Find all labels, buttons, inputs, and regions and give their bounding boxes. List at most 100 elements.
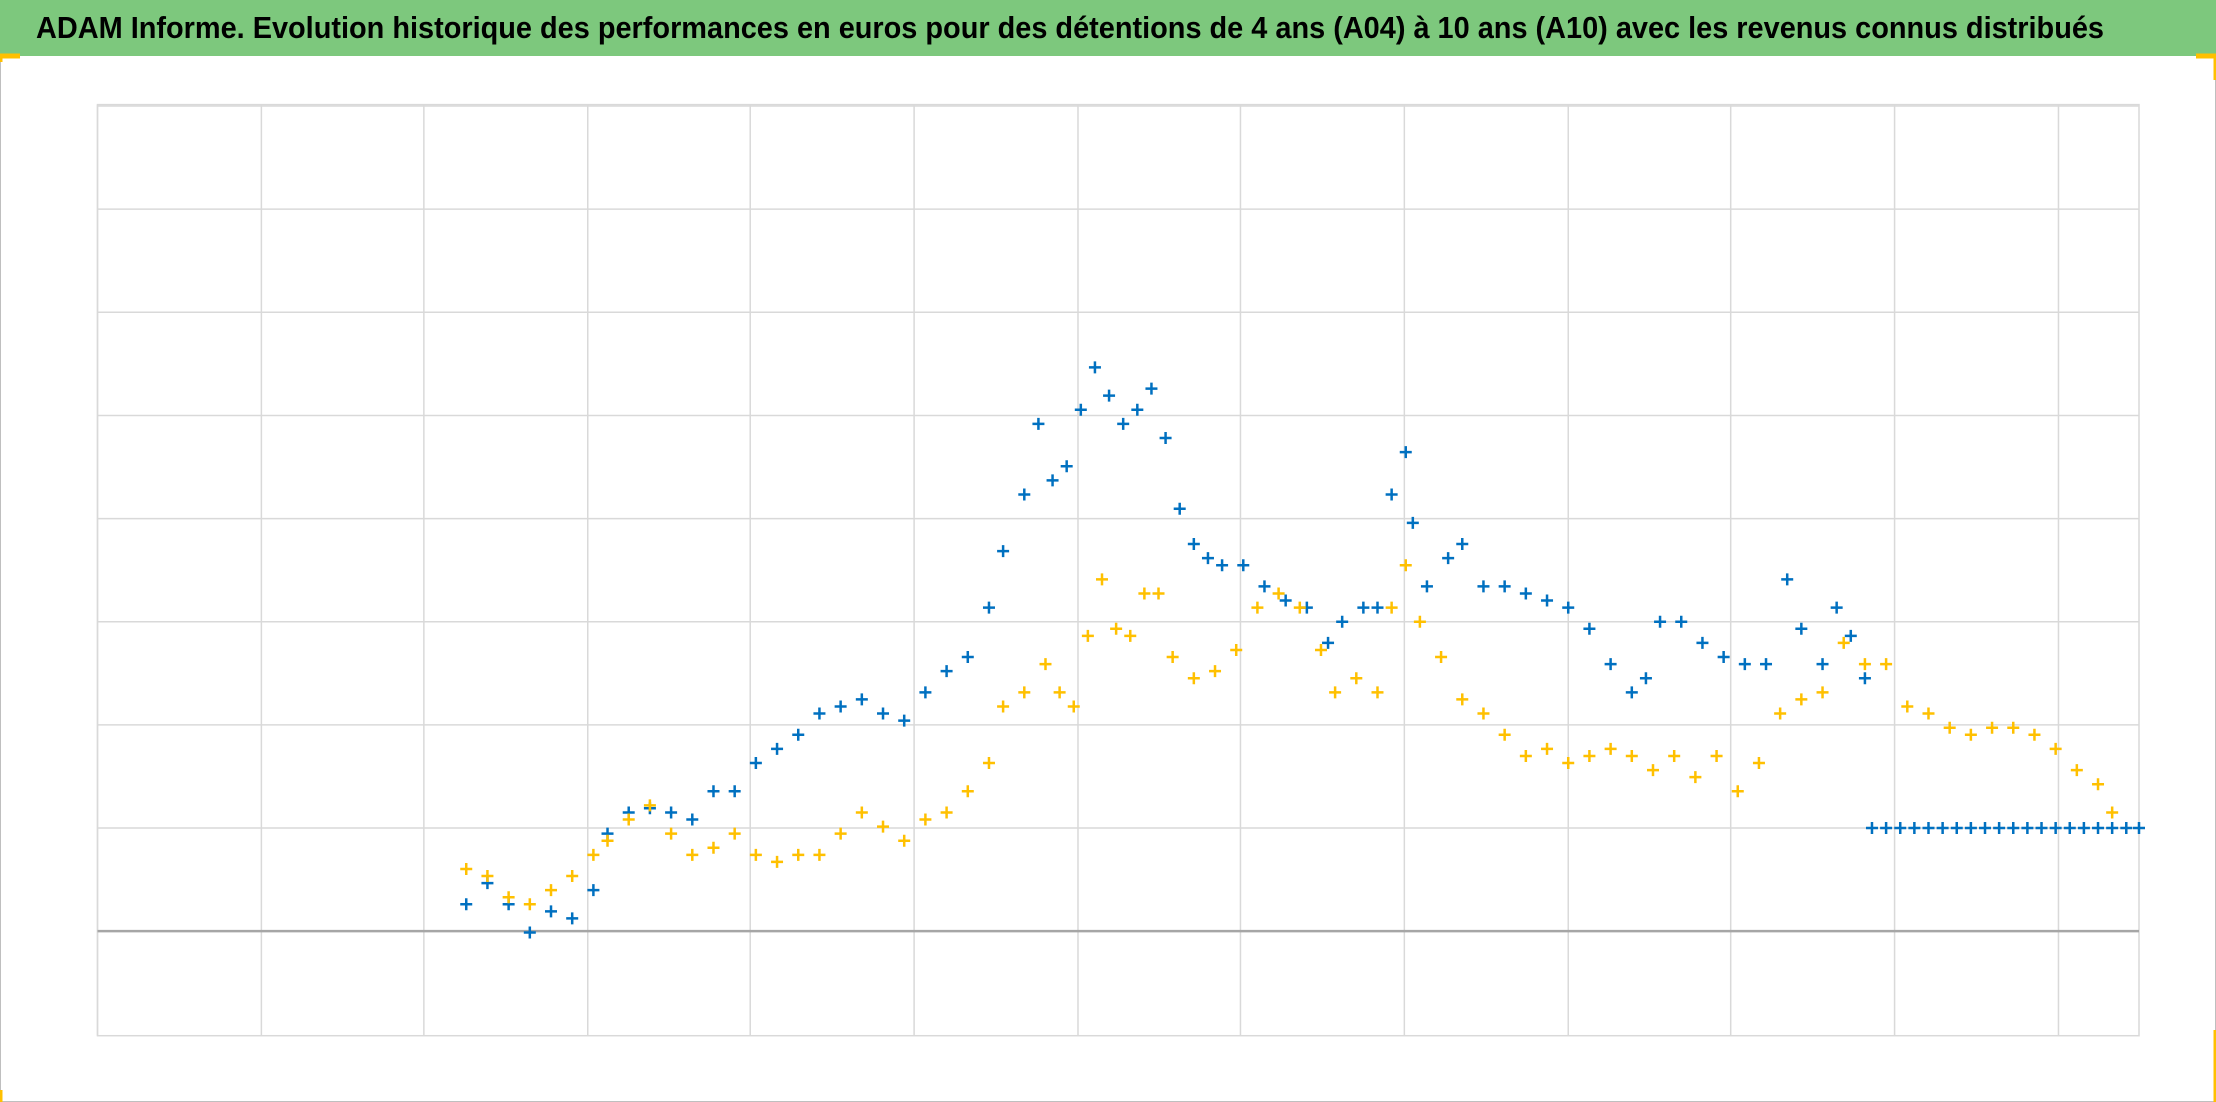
point: [1456, 693, 1469, 706]
point: [2049, 822, 2062, 835]
point: [2106, 822, 2119, 835]
point: [1067, 700, 1080, 713]
point: [2092, 778, 2105, 791]
point: [1964, 822, 1977, 835]
point: [2035, 822, 2048, 835]
point: [1018, 686, 1031, 699]
point: [1717, 651, 1730, 664]
point: [1456, 538, 1469, 551]
point: [1760, 658, 1773, 671]
point: [1350, 672, 1363, 685]
point: [1639, 672, 1652, 685]
point: [898, 714, 911, 727]
point: [1117, 417, 1130, 430]
point: [587, 848, 600, 861]
point: [877, 820, 890, 833]
point: [1357, 601, 1370, 614]
point: [1187, 538, 1200, 551]
point: [1152, 587, 1165, 600]
point: [1830, 601, 1843, 614]
point: [1583, 622, 1596, 635]
point: [1986, 721, 1999, 734]
point: [834, 827, 847, 840]
point: [1738, 658, 1751, 671]
point: [1844, 629, 1857, 642]
point: [1138, 587, 1151, 600]
point: [1541, 594, 1554, 607]
point: [665, 806, 678, 819]
point: [1816, 658, 1829, 671]
point: [1145, 382, 1158, 395]
point: [1124, 629, 1137, 642]
point: [1251, 601, 1264, 614]
point: [1837, 636, 1850, 649]
point: [1314, 643, 1327, 656]
point: [1943, 721, 1956, 734]
point: [1865, 822, 1878, 835]
point: [1187, 672, 1200, 685]
point: [997, 700, 1010, 713]
point: [601, 834, 614, 847]
point: [2028, 728, 2041, 741]
title-bar: [0, 0, 2216, 56]
point: [2106, 806, 2119, 819]
point: [1399, 559, 1412, 572]
grid: [96, 103, 2140, 1037]
point: [1901, 700, 1914, 713]
point: [1625, 686, 1638, 699]
point: [919, 813, 932, 826]
point: [643, 799, 656, 812]
point: [1498, 728, 1511, 741]
point: [1908, 822, 1921, 835]
point: [2092, 822, 2105, 835]
point: [502, 891, 515, 904]
point: [545, 884, 558, 897]
point: [686, 813, 699, 826]
point: [1322, 636, 1335, 649]
point: [1081, 629, 1094, 642]
point: [1216, 559, 1229, 572]
point: [1604, 742, 1617, 755]
point: [707, 785, 720, 798]
point: [940, 806, 953, 819]
point: [1993, 822, 2006, 835]
point: [1046, 474, 1059, 487]
point: [961, 651, 974, 664]
point: [919, 686, 932, 699]
point: [1385, 601, 1398, 614]
point: [898, 834, 911, 847]
point: [2133, 822, 2145, 835]
point: [1583, 749, 1596, 762]
point: [1752, 757, 1765, 770]
point: [1880, 658, 1893, 671]
point: [1442, 552, 1455, 565]
point: [481, 870, 494, 883]
point: [1541, 742, 1554, 755]
point: [587, 884, 600, 897]
point: [2070, 764, 2083, 777]
point: [749, 757, 762, 770]
point: [460, 862, 473, 875]
point: [1053, 686, 1066, 699]
plot-marks: [460, 361, 2145, 939]
point: [834, 700, 847, 713]
point: [855, 806, 868, 819]
point: [1858, 658, 1871, 671]
point: [1689, 771, 1702, 784]
point: [1018, 488, 1031, 501]
point: [2077, 822, 2090, 835]
point: [813, 707, 826, 720]
point: [1562, 601, 1575, 614]
point: [1654, 615, 1667, 628]
point: [460, 898, 473, 911]
point: [940, 665, 953, 678]
point: [1088, 361, 1101, 374]
point: [1625, 749, 1638, 762]
point: [1477, 580, 1490, 593]
point: [728, 785, 741, 798]
point: [1781, 573, 1794, 586]
point: [1498, 580, 1511, 593]
point: [1385, 488, 1398, 501]
